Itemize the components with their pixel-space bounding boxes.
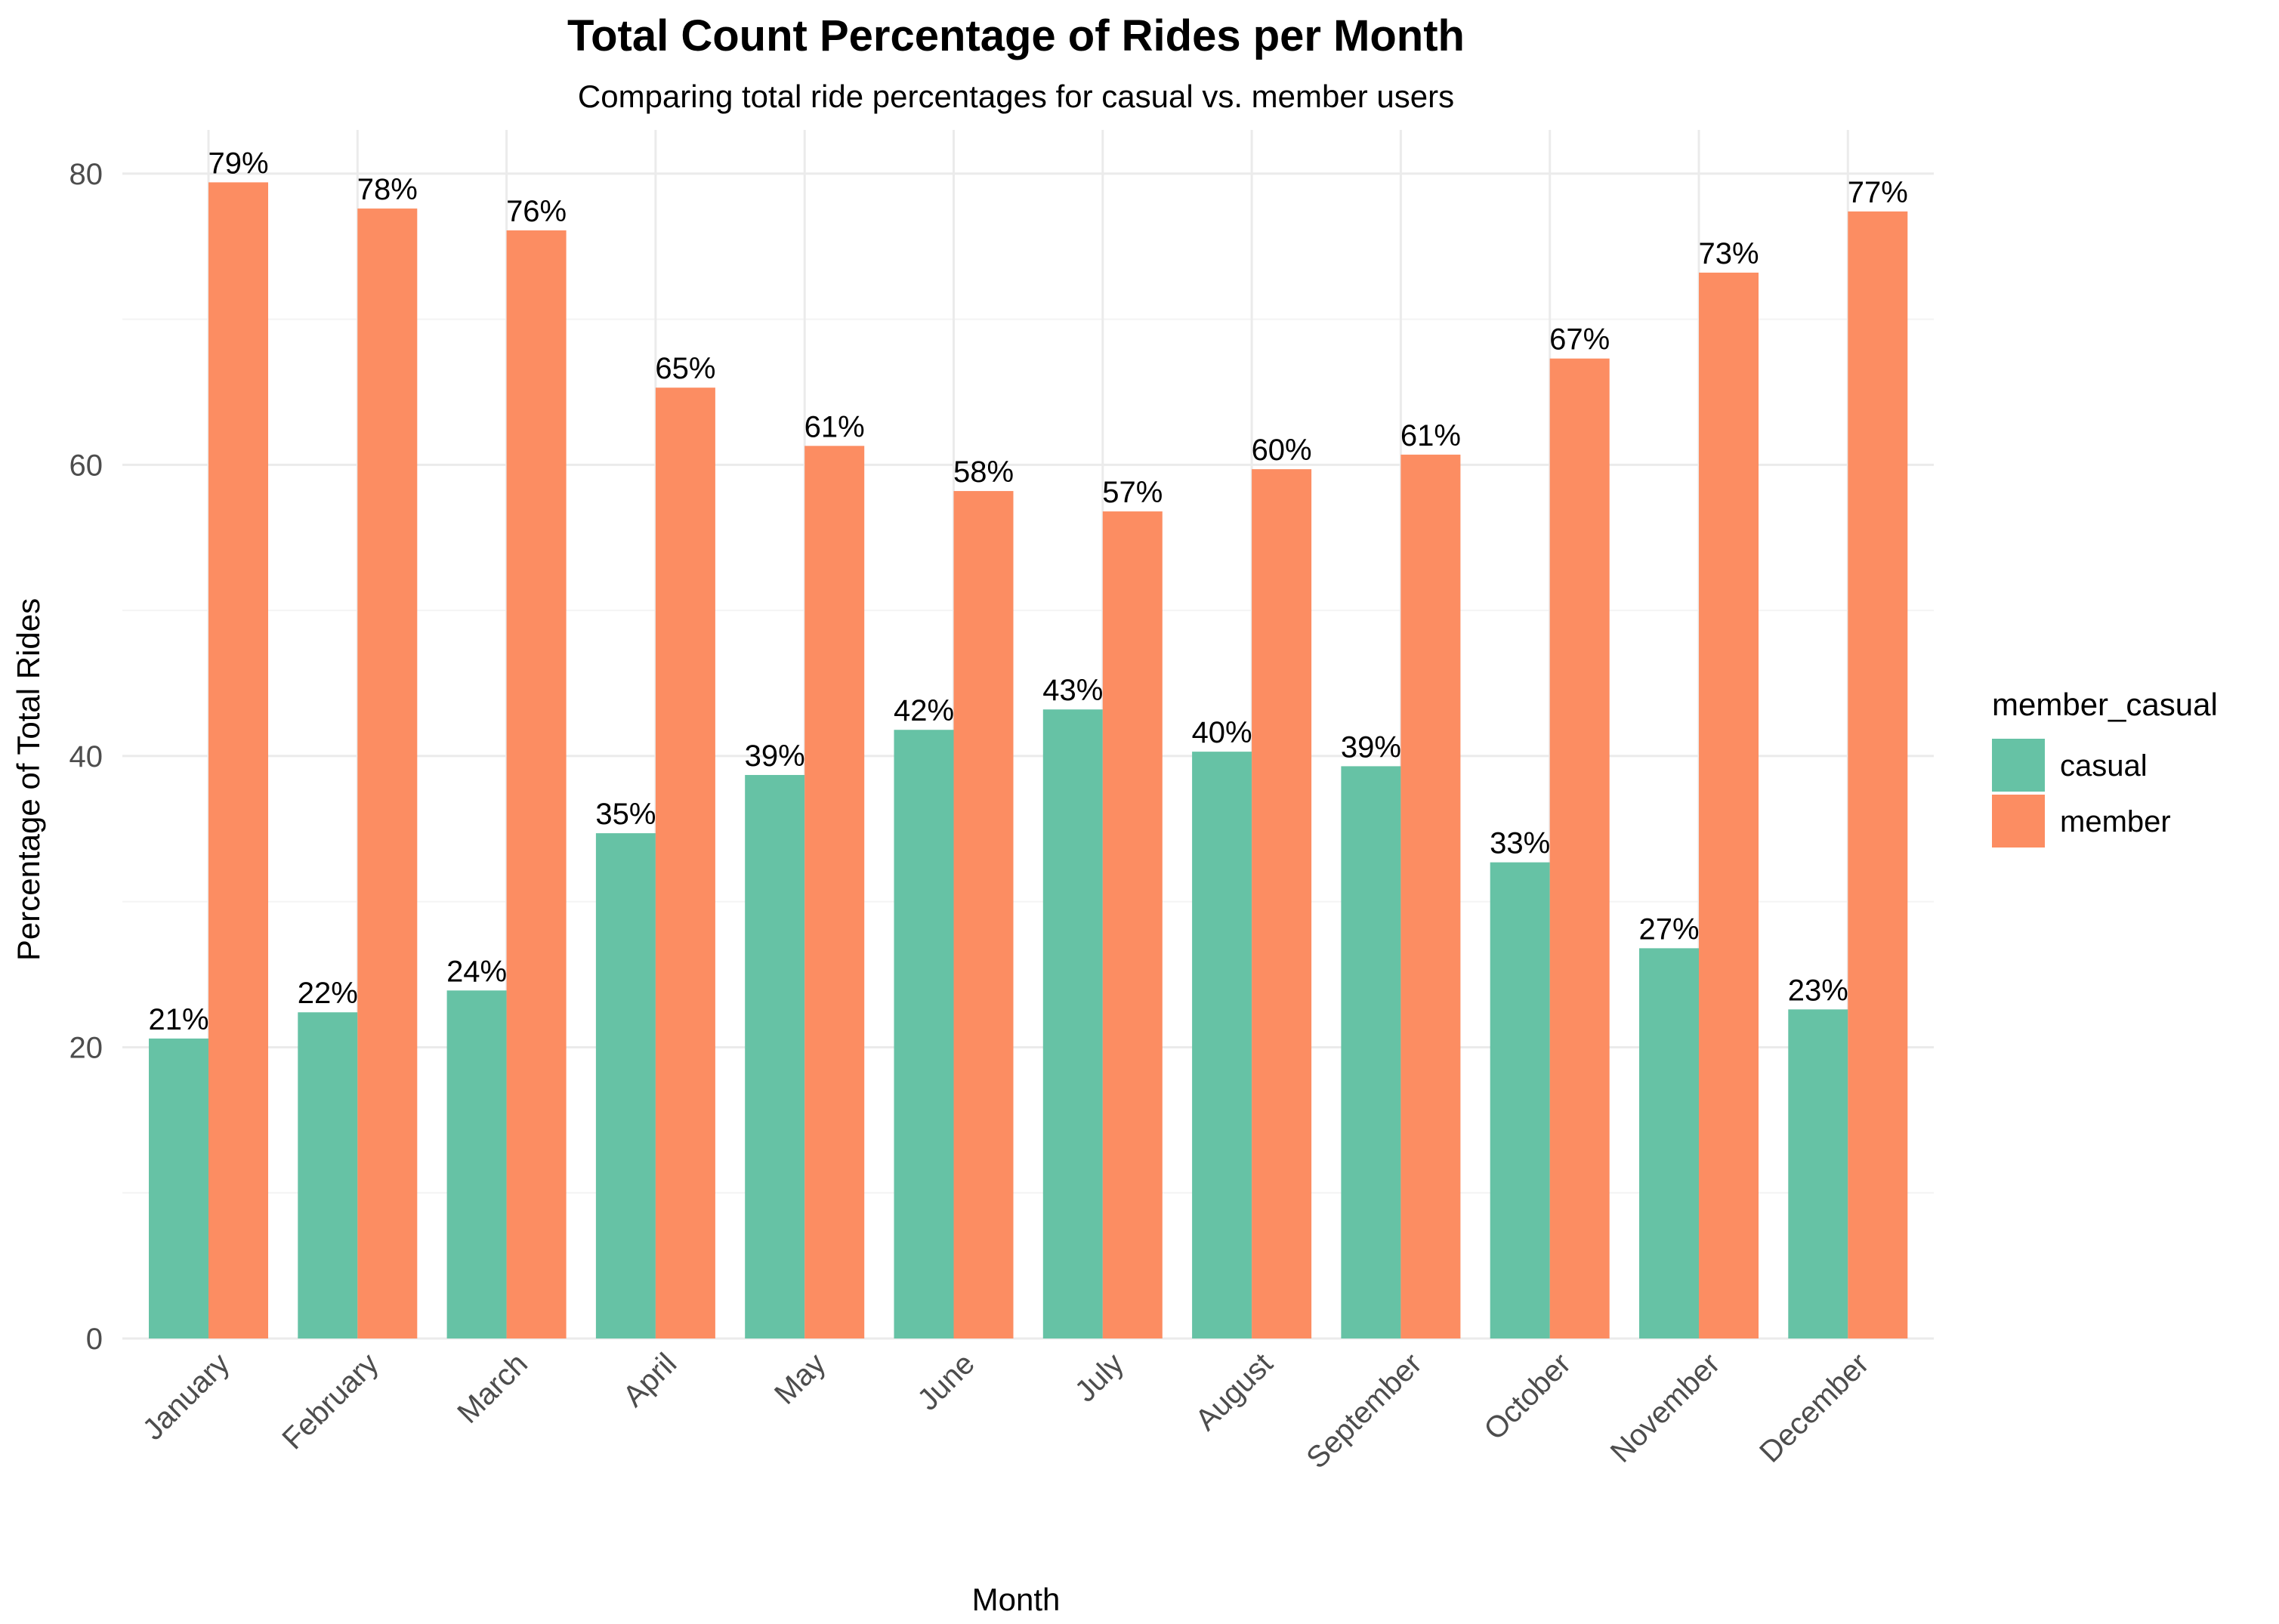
data-label-casual: 22% [298,977,358,1010]
bar-casual [595,833,656,1338]
chart-subtitle: Comparing total ride percentages for cas… [578,79,1454,114]
bar-member [655,387,715,1338]
bar-member [208,182,268,1338]
x-axis-title: Month [972,1582,1061,1617]
data-label-member: 79% [208,147,268,180]
y-axis-ticks: 0 20 40 60 80 [69,158,103,1356]
data-label-member: 65% [655,352,715,385]
legend-title: member_casual [1992,687,2218,722]
bar-member [953,491,1014,1338]
bar-member [357,208,418,1338]
y-tick-label: 60 [69,449,103,482]
data-label-casual: 43% [1042,674,1103,707]
bar-casual [1042,709,1103,1338]
y-axis-title: Percentage of Total Rides [11,598,46,961]
x-tick-label: March [451,1347,534,1430]
bar-member [1102,511,1163,1338]
chart-title: Total Count Percentage of Rides per Mont… [567,11,1465,60]
bar-casual [446,990,507,1338]
x-tick-label: July [1069,1347,1130,1408]
bar-casual [298,1012,358,1338]
bar-casual [745,774,805,1338]
x-axis-ticks: January February March April May June July Augu… [137,1347,1876,1474]
data-label-member: 58% [953,455,1014,489]
bar-casual [1788,1009,1848,1338]
data-label-member: 60% [1252,434,1312,467]
bar-member [1252,469,1312,1338]
legend-label-member: member [2060,805,2171,838]
bar-member [1848,211,1908,1339]
bar-member [804,446,865,1338]
bars [149,182,1908,1339]
data-label-member: 77% [1848,176,1908,209]
data-label-casual: 33% [1490,827,1550,860]
data-label-casual: 39% [745,739,805,773]
legend: member_casual casual member [1992,687,2218,848]
y-tick-label: 40 [69,740,103,773]
data-label-casual: 24% [446,955,507,988]
data-label-casual: 40% [1192,716,1252,749]
y-tick-label: 80 [69,158,103,191]
x-tick-label: October [1478,1347,1577,1446]
data-labels: 21% 79% 22% 78% 24% 76% 35% 65% 39% 61% 42% 58% 43% 5… [148,147,1907,1036]
legend-key-member [1992,795,2045,848]
bar-casual [1490,862,1550,1338]
x-tick-label: April [617,1347,684,1413]
bar-member [1549,358,1610,1338]
x-tick-label: June [911,1347,980,1416]
bar-member [1400,454,1461,1338]
data-label-casual: 42% [894,694,954,727]
data-label-member: 57% [1102,476,1163,509]
data-label-member: 61% [804,410,865,443]
data-label-member: 73% [1698,237,1759,270]
bar-casual [1341,766,1401,1338]
bar-member [506,230,567,1338]
x-tick-label: November [1604,1347,1727,1469]
x-tick-label: January [137,1347,236,1446]
bar-member [1699,272,1759,1338]
data-label-member: 67% [1549,323,1610,357]
data-label-member: 78% [357,173,418,206]
y-tick-label: 20 [69,1031,103,1064]
bar-casual [1639,948,1699,1338]
x-tick-label: August [1189,1347,1279,1437]
data-label-casual: 39% [1341,730,1401,764]
bar-casual [149,1038,208,1338]
x-tick-label: February [276,1347,384,1456]
bar-casual [1192,752,1252,1338]
data-label-casual: 23% [1788,974,1848,1007]
bar-casual [894,730,954,1338]
x-tick-label: September [1300,1347,1428,1474]
x-tick-label: May [768,1347,832,1411]
x-tick-label: December [1753,1347,1876,1469]
data-label-casual: 21% [148,1003,208,1036]
data-label-casual: 35% [595,798,656,831]
data-label-casual: 27% [1638,912,1699,946]
data-label-member: 61% [1400,419,1461,452]
data-label-member: 76% [506,195,567,228]
legend-label-casual: casual [2060,749,2148,783]
y-tick-label: 0 [86,1323,103,1356]
legend-key-casual [1992,739,2045,792]
